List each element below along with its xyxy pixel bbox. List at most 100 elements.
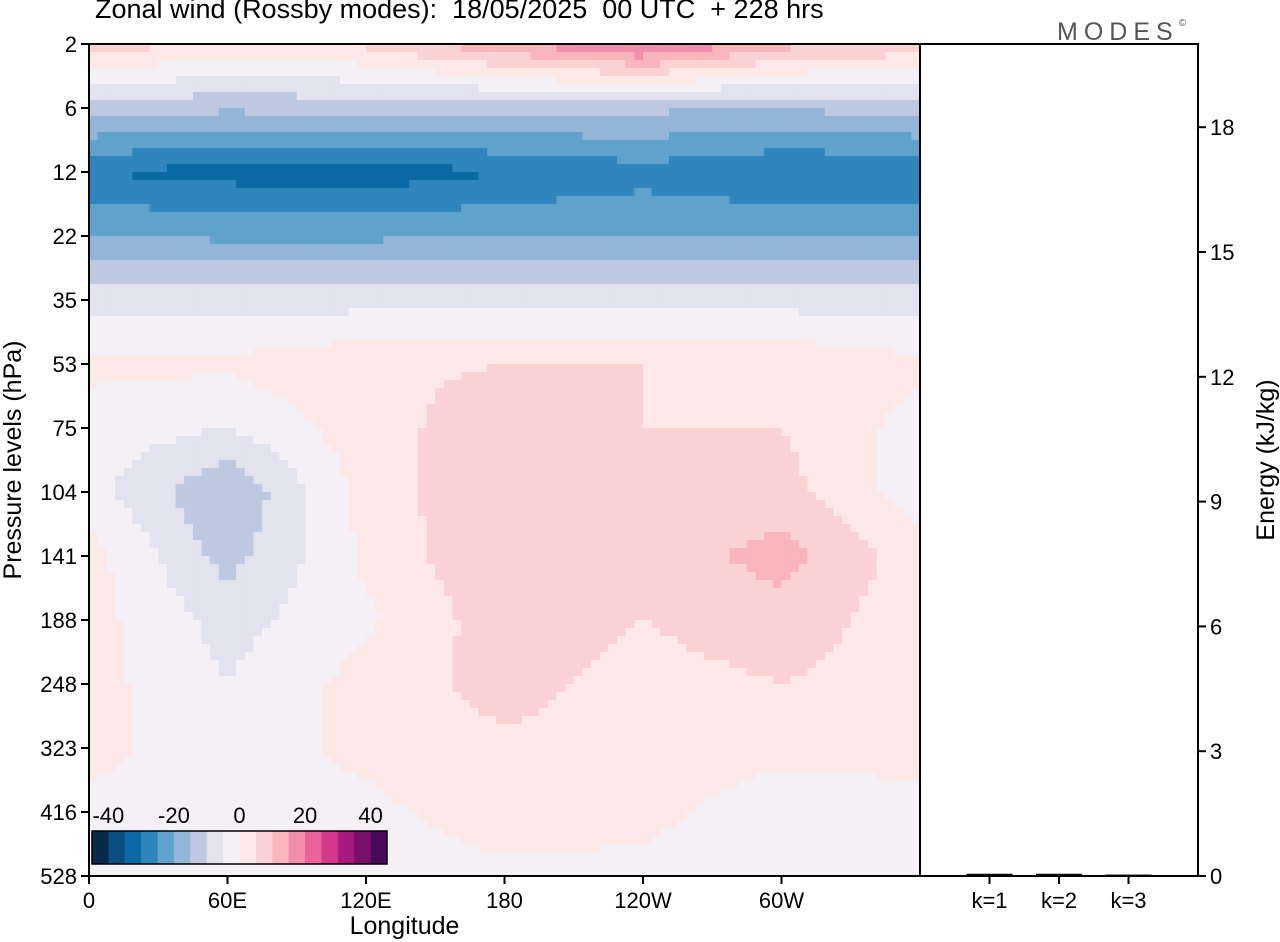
- heatmap-cell: [807, 204, 817, 213]
- heatmap-cell: [772, 236, 783, 245]
- heatmap-cell: [643, 364, 653, 373]
- heatmap-cell: [348, 356, 358, 365]
- heatmap-cell: [166, 180, 177, 189]
- heatmap-cell: [296, 204, 307, 213]
- heatmap-cell: [677, 268, 687, 277]
- heatmap-cell: [89, 92, 99, 101]
- heatmap-cell: [210, 260, 220, 269]
- heatmap-cell: [513, 444, 523, 453]
- heatmap-cell: [331, 68, 341, 77]
- heatmap-cell: [859, 188, 869, 197]
- heatmap-cell: [400, 340, 410, 349]
- heatmap-cell: [565, 268, 575, 277]
- heatmap-cell: [729, 404, 739, 413]
- heatmap-cell: [521, 188, 532, 197]
- heatmap-cell: [798, 380, 809, 389]
- heatmap-cell: [123, 84, 133, 93]
- heatmap-cell: [210, 300, 220, 309]
- heatmap-cell: [288, 292, 298, 301]
- heatmap-cell: [236, 404, 246, 413]
- heatmap-cell: [244, 428, 255, 437]
- heatmap-cell: [885, 92, 895, 101]
- heatmap-cell: [556, 452, 566, 461]
- heatmap-cell: [495, 204, 506, 213]
- heatmap-cell: [842, 76, 852, 85]
- heatmap-cell: [218, 204, 229, 213]
- heatmap-cell: [668, 84, 679, 93]
- heatmap-cell: [582, 292, 592, 301]
- heatmap-cell: [842, 68, 852, 77]
- heatmap-cell: [513, 60, 523, 69]
- heatmap-cell: [435, 444, 445, 453]
- heatmap-cell: [591, 124, 601, 133]
- heatmap-cell: [391, 452, 402, 461]
- heatmap-cell: [262, 276, 272, 285]
- heatmap-cell: [166, 44, 177, 53]
- heatmap-cell: [158, 308, 168, 317]
- heatmap-cell: [383, 124, 393, 133]
- heatmap-cell: [253, 236, 263, 245]
- heatmap-cell: [720, 100, 731, 109]
- heatmap-cell: [426, 268, 436, 277]
- heatmap-cell: [668, 372, 679, 381]
- heatmap-cell: [746, 124, 757, 133]
- heatmap-cell: [140, 124, 151, 133]
- heatmap-cell: [244, 340, 255, 349]
- heatmap-cell: [539, 228, 549, 237]
- heatmap-cell: [435, 148, 445, 157]
- heatmap-cell: [114, 372, 125, 381]
- heatmap-cell: [625, 332, 635, 341]
- heatmap-cell: [366, 236, 376, 245]
- heatmap-cell: [833, 164, 843, 173]
- heatmap-cell: [426, 364, 436, 373]
- heatmap-cell: [114, 196, 125, 205]
- heatmap-cell: [902, 364, 912, 373]
- heatmap-cell: [902, 380, 912, 389]
- heatmap-cell: [738, 340, 748, 349]
- heatmap-cell: [322, 356, 332, 365]
- heatmap-cell: [487, 300, 497, 309]
- heatmap-cell: [651, 172, 661, 181]
- heatmap-cell: [469, 252, 480, 261]
- heatmap-cell: [244, 84, 255, 93]
- heatmap-cell: [348, 452, 358, 461]
- heatmap-cell: [366, 52, 376, 61]
- heatmap-cell: [409, 260, 419, 269]
- heatmap-cell: [288, 84, 298, 93]
- heatmap-cell: [201, 276, 211, 285]
- heatmap-cell: [850, 260, 861, 269]
- heatmap-cell: [253, 348, 263, 357]
- heatmap-cell: [443, 420, 454, 429]
- heatmap-cell: [296, 108, 307, 117]
- heatmap-cell: [790, 204, 800, 213]
- heatmap-cell: [366, 164, 376, 173]
- heatmap-cell: [305, 204, 315, 213]
- heatmap-cell: [227, 452, 237, 461]
- heatmap-cell: [106, 148, 116, 157]
- heatmap-cell: [824, 324, 835, 333]
- heatmap-cell: [495, 396, 506, 405]
- heatmap-cell: [591, 412, 601, 421]
- heatmap-cell: [97, 52, 107, 61]
- heatmap-cell: [547, 348, 558, 357]
- heatmap-cell: [764, 156, 774, 165]
- heatmap-cell: [192, 356, 203, 365]
- heatmap-cell: [305, 140, 315, 149]
- heatmap-cell: [400, 204, 410, 213]
- heatmap-cell: [340, 428, 350, 437]
- heatmap-cell: [253, 292, 263, 301]
- heatmap-cell: [850, 140, 861, 149]
- heatmap-cell: [798, 228, 809, 237]
- heatmap-cell: [720, 404, 731, 413]
- heatmap-cell: [262, 428, 272, 437]
- heatmap-cell: [643, 340, 653, 349]
- heatmap-cell: [703, 356, 713, 365]
- heatmap-cell: [426, 100, 436, 109]
- heatmap-cell: [478, 52, 488, 61]
- heatmap-cell: [824, 124, 835, 133]
- heatmap-cell: [617, 132, 627, 141]
- heatmap-cell: [469, 324, 480, 333]
- heatmap-cell: [582, 76, 592, 85]
- heatmap-cell: [305, 356, 315, 365]
- heatmap-cell: [97, 84, 107, 93]
